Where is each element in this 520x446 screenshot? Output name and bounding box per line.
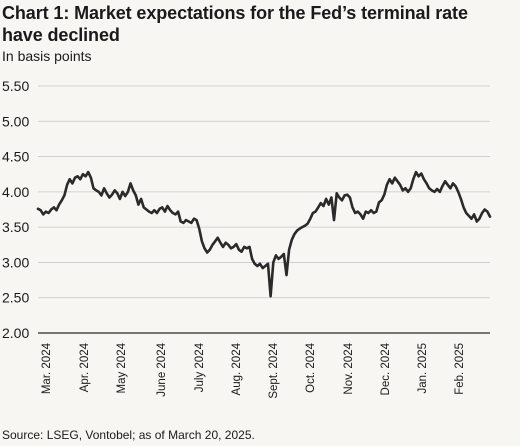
y-tick-label: 2.50	[2, 290, 29, 306]
x-tick-label: Aug. 2024	[231, 342, 243, 395]
y-tick-label: 2.00	[2, 325, 29, 341]
source-note: Source: LSEG, Vontobel; as of March 20, …	[2, 428, 255, 442]
y-tick-label: 3.00	[2, 254, 29, 270]
series-line	[36, 170, 492, 298]
y-tick-label: 5.50	[2, 78, 29, 94]
x-tick-label: July 2024	[194, 342, 206, 392]
y-tick-label: 5.00	[2, 113, 29, 129]
x-tick-label: Oct. 2024	[305, 342, 317, 392]
x-axis-ticks: Mar. 2024 Apr. 2024 May 2024 June 2024 July …	[41, 342, 466, 398]
x-tick-label: Feb. 2025	[454, 343, 466, 395]
x-tick-label: Sept. 2024	[268, 342, 280, 398]
y-tick-label: 4.00	[2, 184, 29, 200]
data-series	[36, 170, 492, 298]
y-axis-ticks: 5.50 5.00 4.50 4.00 3.50 3.00 2.50 2.00	[2, 78, 29, 341]
chart-title: Chart 1: Market expectations for the Fed…	[2, 3, 468, 45]
gridlines	[38, 85, 490, 334]
x-tick-label: Nov. 2024	[343, 342, 355, 394]
x-tick-label: Dec. 2024	[380, 342, 392, 395]
x-tick-label: Jan. 2025	[417, 343, 429, 394]
chart-subtitle: In basis points	[2, 48, 92, 64]
x-tick-label: June 2024	[156, 342, 168, 396]
x-tick-label: Mar. 2024	[41, 342, 53, 394]
y-tick-label: 4.50	[2, 149, 29, 165]
x-tick-label: Apr. 2024	[79, 342, 91, 392]
y-tick-label: 3.50	[2, 219, 29, 235]
x-tick-label: May 2024	[116, 342, 128, 393]
